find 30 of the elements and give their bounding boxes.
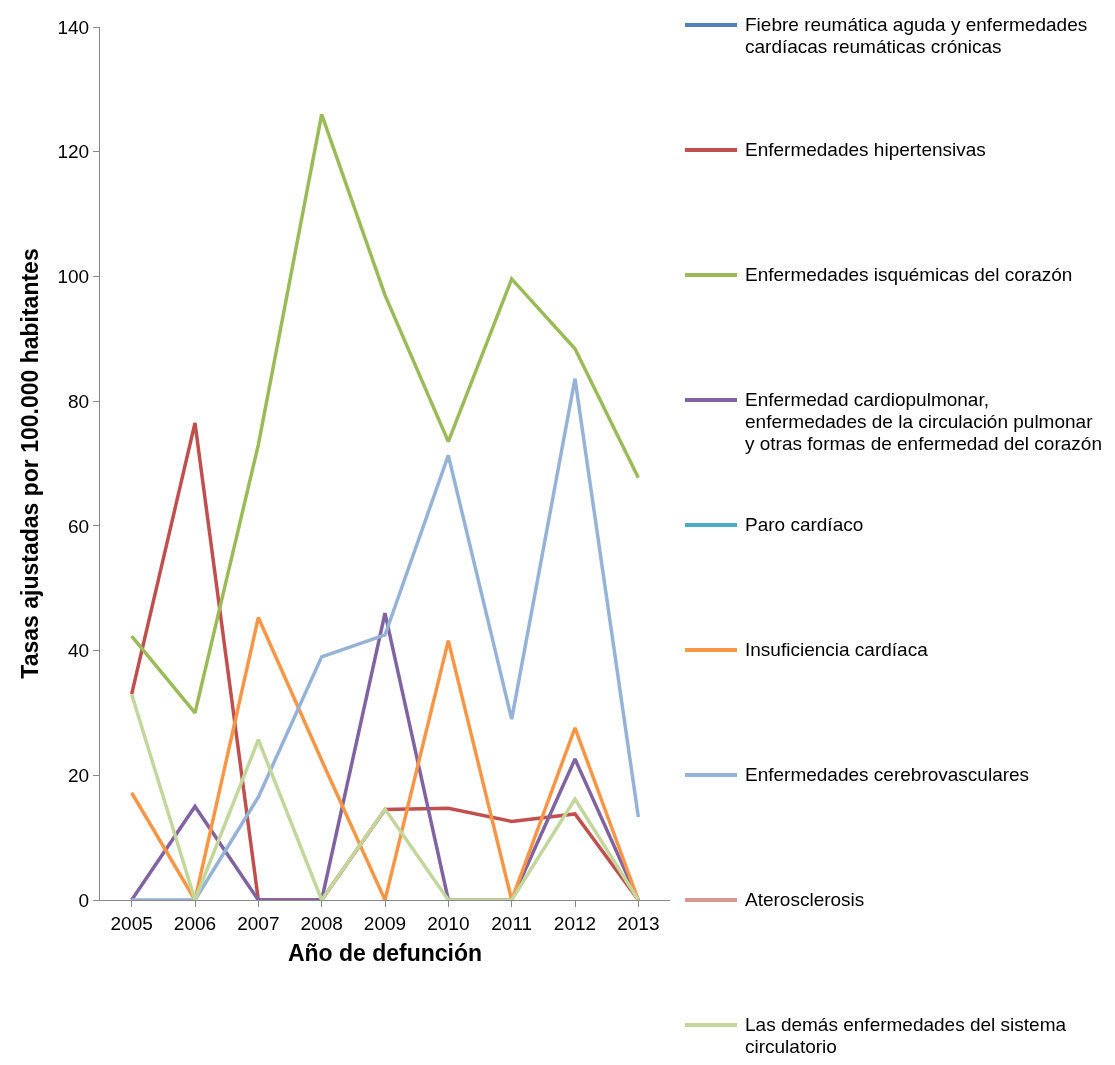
x-tick-label: 2006 — [173, 912, 217, 934]
legend-label: Fiebre reumática aguda y enfermedades cardíacas reumáticas crónicas — [745, 14, 1089, 58]
x-tick-label: 2008 — [300, 912, 343, 934]
y-tick-label: 80 — [68, 390, 90, 412]
x-tick-label: 2007 — [237, 912, 280, 934]
x-tick-label: 2010 — [427, 912, 470, 934]
legend-label: Insuficiencia cardíaca — [745, 639, 928, 661]
y-axis-title: Tasas ajustadas por 100.000 habitantes — [16, 248, 43, 679]
y-tick-label: 0 — [78, 889, 90, 911]
legend-label: Enfermedades isquémicas del corazón — [745, 264, 1073, 286]
legend-label: Enfermedad cardiopulmonar, enfermedades de la circulación pulmonar y otras formas de enfermedad del corazón — [745, 389, 1103, 455]
legend-label: Aterosclerosis — [745, 889, 865, 911]
x-tick-label: 2005 — [110, 912, 153, 934]
x-tick-label: 2011 — [491, 912, 533, 934]
legend-label: Enfermedades hipertensivas — [745, 139, 986, 161]
y-tick-label: 40 — [68, 640, 90, 662]
legend-label: Paro cardíaco — [745, 514, 864, 536]
x-tick-label: 2012 — [553, 912, 597, 934]
y-tick-label: 60 — [68, 515, 90, 537]
x-tick-label: 2013 — [617, 912, 660, 934]
legend-label: Enfermedades cerebrovasculares — [745, 764, 1030, 786]
legend-label: Las demás enfermedades del sistema circulatorio — [745, 1014, 1068, 1058]
line-series — [129, 692, 641, 900]
y-tick-label: 140 — [57, 16, 90, 38]
y-tick-label: 100 — [57, 266, 90, 288]
y-tick-label: 120 — [57, 141, 90, 163]
line-series — [129, 112, 641, 715]
y-tick-label: 20 — [68, 764, 90, 786]
x-tick-label: 2009 — [363, 912, 407, 934]
x-axis-title: Año de defunción — [287, 940, 483, 967]
